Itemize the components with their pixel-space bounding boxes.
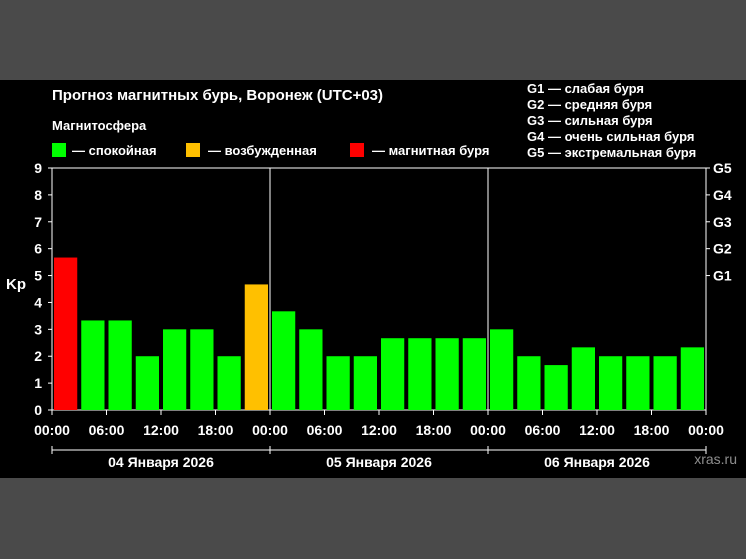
g-scale-legend: G1 — слабая буря G2 — средняя буря G3 — … [527, 81, 696, 160]
kp-bar-6 [217, 356, 241, 410]
x-tick-label-8: 00:00 [470, 422, 506, 438]
x-tick-label-7: 18:00 [416, 422, 452, 438]
x-tick-label-9: 06:00 [525, 422, 561, 438]
kp-bar-5 [190, 329, 214, 410]
chart-title: Прогноз магнитных бурь, Воронеж (UTC+03) [52, 87, 383, 104]
kp-bar-23 [680, 347, 704, 410]
kp-bar-9 [299, 329, 323, 410]
legend-label-storm: — магнитная буря [372, 143, 489, 158]
y-tick-label-8: 8 [34, 187, 42, 203]
x-tick-label-2: 12:00 [143, 422, 179, 438]
y-tick-label-9: 9 [34, 160, 42, 176]
kp-bar-20 [599, 356, 623, 410]
x-tick-label-3: 18:00 [198, 422, 234, 438]
kp-bar-10 [326, 356, 350, 410]
kp-bar-11 [353, 356, 377, 410]
day-label-2: 06 Января 2026 [544, 454, 650, 470]
legend-swatch-excited [186, 143, 200, 157]
kp-bar-3 [135, 356, 159, 410]
y-tick-label-1: 1 [34, 375, 42, 391]
kp-bar-7 [244, 284, 268, 410]
kp-bar-4 [163, 329, 187, 410]
legend-swatch-calm [52, 143, 66, 157]
kp-bar-22 [653, 356, 677, 410]
kp-bar-2 [108, 320, 132, 410]
forecast-panel: Прогноз магнитных бурь, Воронеж (UTC+03)… [0, 80, 746, 478]
right-tick-label-G1: G1 [713, 268, 732, 284]
kp-bar-1 [81, 320, 105, 410]
day-label-0: 04 Января 2026 [108, 454, 214, 470]
kp-bar-chart: Прогноз магнитных бурь, Воронеж (UTC+03)… [6, 81, 737, 470]
kp-bar-17 [517, 356, 541, 410]
right-tick-label-G2: G2 [713, 241, 732, 257]
y-axis-label: Kp [6, 276, 26, 293]
right-tick-label-G4: G4 [713, 187, 732, 203]
y-tick-label-6: 6 [34, 241, 42, 257]
g-scale-item-g3: G3 — сильная буря [527, 113, 653, 128]
legend-title: Магнитосфера [52, 118, 147, 133]
y-tick-label-2: 2 [34, 348, 42, 364]
kp-bar-21 [626, 356, 650, 410]
g-scale-item-g2: G2 — средняя буря [527, 97, 652, 112]
kp-bar-0 [54, 257, 78, 410]
day-label-1: 05 Января 2026 [326, 454, 432, 470]
kp-bar-12 [381, 338, 405, 410]
watermark: xras.ru [694, 451, 737, 467]
kp-bar-16 [490, 329, 514, 410]
legend-label-excited: — возбужденная [208, 143, 317, 158]
x-tick-label-1: 06:00 [89, 422, 125, 438]
right-tick-label-G5: G5 [713, 160, 732, 176]
y-tick-label-7: 7 [34, 214, 42, 230]
kp-bar-18 [544, 365, 568, 410]
g-scale-item-g4: G4 — очень сильная буря [527, 129, 694, 144]
kp-bar-14 [435, 338, 459, 410]
x-tick-label-11: 18:00 [634, 422, 670, 438]
g-scale-item-g1: G1 — слабая буря [527, 81, 644, 96]
kp-bar-15 [462, 338, 486, 410]
kp-bar-19 [571, 347, 595, 410]
y-tick-label-5: 5 [34, 268, 42, 284]
plot-area: 0 1 2 3 4 5 6 7 8 9 G1 G2 G3 G4 G5 00:00 06:00 12:00 18:00… [34, 160, 732, 470]
right-tick-label-G3: G3 [713, 214, 732, 230]
x-tick-label-5: 06:00 [307, 422, 343, 438]
legend-swatch-storm [350, 143, 364, 157]
g-scale-item-g5: G5 — экстремальная буря [527, 145, 696, 160]
y-tick-label-3: 3 [34, 321, 42, 337]
x-tick-label-4: 00:00 [252, 422, 288, 438]
x-tick-label-0: 00:00 [34, 422, 70, 438]
legend-label-calm: — спокойная [72, 143, 157, 158]
y-tick-label-4: 4 [34, 294, 42, 310]
x-tick-label-12: 00:00 [688, 422, 724, 438]
x-tick-label-6: 12:00 [361, 422, 397, 438]
kp-bar-8 [272, 311, 296, 410]
y-tick-label-0: 0 [34, 402, 42, 418]
legend: — спокойная — возбужденная — магнитная б… [52, 143, 489, 158]
kp-bar-13 [408, 338, 432, 410]
x-tick-label-10: 12:00 [579, 422, 615, 438]
